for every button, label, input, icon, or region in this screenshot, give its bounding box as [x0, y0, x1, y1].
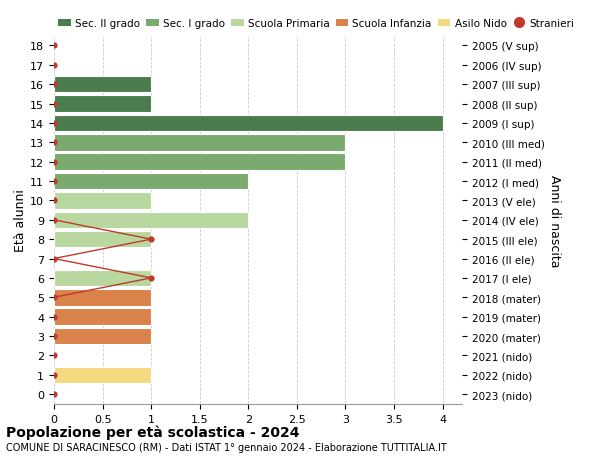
Legend: Sec. II grado, Sec. I grado, Scuola Primaria, Scuola Infanzia, Asilo Nido, Stran: Sec. II grado, Sec. I grado, Scuola Prim… [54, 15, 578, 33]
Bar [54, 367, 151, 383]
Bar [54, 96, 151, 112]
Bar [54, 290, 151, 306]
Bar [54, 231, 151, 248]
Bar [54, 270, 151, 286]
Bar [54, 193, 151, 209]
Bar [54, 135, 346, 151]
Bar [54, 116, 443, 132]
Bar [54, 328, 151, 345]
Text: COMUNE DI SARACINESCO (RM) - Dati ISTAT 1° gennaio 2024 - Elaborazione TUTTITALI: COMUNE DI SARACINESCO (RM) - Dati ISTAT … [6, 442, 447, 452]
Bar [54, 154, 346, 171]
Text: Popolazione per età scolastica - 2024: Popolazione per età scolastica - 2024 [6, 425, 299, 439]
Bar [54, 77, 151, 93]
Bar [54, 309, 151, 325]
Bar [54, 212, 248, 229]
Bar [54, 174, 248, 190]
Y-axis label: Anni di nascita: Anni di nascita [548, 174, 561, 267]
Y-axis label: Età alunni: Età alunni [14, 189, 28, 252]
